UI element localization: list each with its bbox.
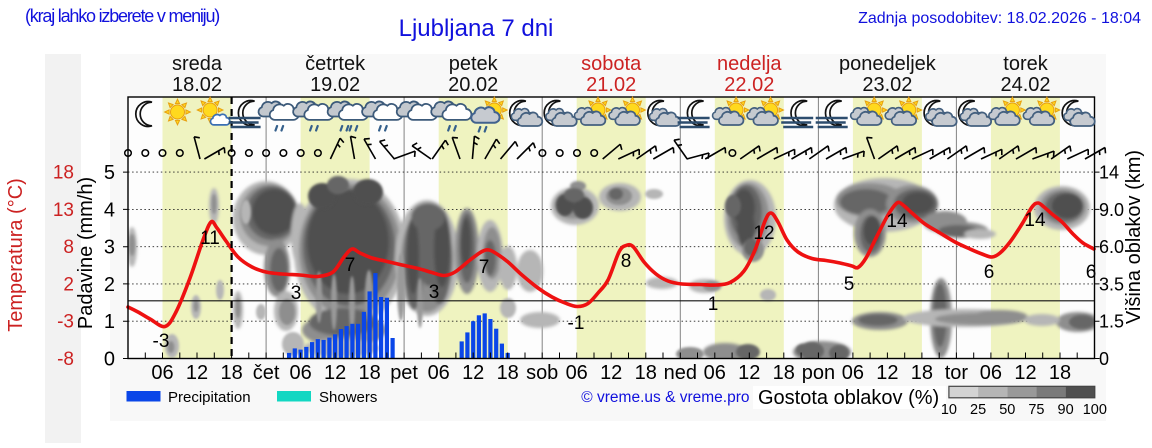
svg-text:sreda: sreda [172,53,223,75]
svg-text:Zadnja posodobitev: 18.02.2026: Zadnja posodobitev: 18.02.2026 - 18:04 [858,10,1141,27]
svg-text:(kraj lahko izberete v meniju): (kraj lahko izberete v meniju) [25,6,219,26]
svg-text:-8: -8 [57,349,74,370]
svg-text:13: 13 [53,200,74,221]
svg-text:petek: petek [449,53,499,75]
svg-text:50: 50 [999,402,1015,418]
svg-text:ned: ned [664,362,697,384]
svg-text:06: 06 [428,362,450,384]
svg-text:06: 06 [566,362,588,384]
svg-text:75: 75 [1028,402,1044,418]
svg-text:90: 90 [1058,402,1074,418]
svg-text:5: 5 [104,162,115,184]
svg-text:12: 12 [600,362,622,384]
svg-text:22.02: 22.02 [724,74,774,96]
svg-text:7: 7 [479,257,490,278]
svg-text:Temperatura (°C): Temperatura (°C) [5,178,27,332]
svg-text:6: 6 [1086,262,1097,283]
svg-text:19.02: 19.02 [310,74,360,96]
svg-text:06: 06 [980,362,1002,384]
svg-text:4: 4 [104,199,115,221]
svg-text:12: 12 [324,362,346,384]
svg-text:18: 18 [1049,362,1071,384]
svg-text:3: 3 [291,283,302,304]
svg-text:18: 18 [635,362,657,384]
svg-text:6.0: 6.0 [1099,237,1124,257]
svg-text:06: 06 [704,362,726,384]
svg-text:1.5: 1.5 [1099,312,1124,332]
svg-text:06: 06 [842,362,864,384]
svg-text:24.02: 24.02 [1000,74,1050,96]
svg-text:9.0: 9.0 [1099,200,1124,220]
svg-text:2: 2 [63,274,74,295]
svg-text:18: 18 [53,163,74,184]
svg-text:8: 8 [621,251,632,272]
svg-text:sobota: sobota [581,53,642,75]
svg-text:0: 0 [1099,349,1109,369]
svg-text:12: 12 [753,223,774,244]
svg-text:3: 3 [429,282,440,303]
svg-text:čet: čet [253,362,280,384]
svg-text:18.02: 18.02 [172,74,222,96]
svg-text:8: 8 [63,237,74,258]
svg-text:nedelja: nedelja [717,53,782,75]
svg-text:20.02: 20.02 [448,74,498,96]
svg-text:Višina oblakov (km): Višina oblakov (km) [1123,150,1145,324]
svg-text:06: 06 [289,362,311,384]
svg-text:Gostota oblakov (%): Gostota oblakov (%) [758,387,939,409]
svg-text:© vreme.us & vreme.pro: © vreme.us & vreme.pro [581,389,749,406]
svg-text:6: 6 [984,262,995,283]
svg-text:2: 2 [104,274,115,296]
svg-text:Precipitation: Precipitation [168,389,251,406]
svg-text:-3: -3 [57,312,74,333]
svg-text:06: 06 [151,362,173,384]
svg-text:Padavine (mm/h): Padavine (mm/h) [75,177,97,329]
svg-text:14: 14 [886,211,908,232]
svg-text:21.02: 21.02 [586,74,636,96]
svg-text:18: 18 [497,362,519,384]
svg-text:tor: tor [945,362,969,384]
svg-text:7: 7 [345,255,356,276]
svg-text:14: 14 [1024,210,1046,231]
svg-text:1: 1 [104,311,115,333]
svg-text:četrtek: četrtek [305,53,366,75]
svg-text:18: 18 [911,362,933,384]
svg-text:25: 25 [970,402,986,418]
svg-text:14: 14 [1099,163,1119,183]
svg-text:23.02: 23.02 [862,74,912,96]
svg-text:3.5: 3.5 [1099,274,1124,294]
svg-text:100: 100 [1083,402,1107,418]
svg-text:-1: -1 [568,313,585,334]
svg-text:3: 3 [104,237,115,259]
svg-text:11: 11 [200,228,220,249]
svg-text:-3: -3 [153,331,170,352]
svg-text:12: 12 [186,362,208,384]
svg-text:12: 12 [738,362,760,384]
svg-text:12: 12 [1014,362,1036,384]
svg-text:Ljubljana 7 dni: Ljubljana 7 dni [399,15,554,42]
svg-text:1: 1 [708,294,719,315]
svg-text:18: 18 [773,362,795,384]
svg-text:18: 18 [220,362,242,384]
svg-text:Showers: Showers [319,389,377,406]
svg-text:12: 12 [876,362,898,384]
svg-text:12: 12 [462,362,484,384]
svg-text:0: 0 [104,349,115,371]
svg-text:pon: pon [802,362,835,384]
svg-text:ponedeljek: ponedeljek [839,53,937,75]
svg-text:sob: sob [526,362,558,384]
svg-text:5: 5 [844,274,855,295]
svg-text:pet: pet [390,362,418,384]
svg-text:18: 18 [358,362,380,384]
svg-text:10: 10 [941,402,957,418]
svg-text:torek: torek [1003,53,1048,75]
